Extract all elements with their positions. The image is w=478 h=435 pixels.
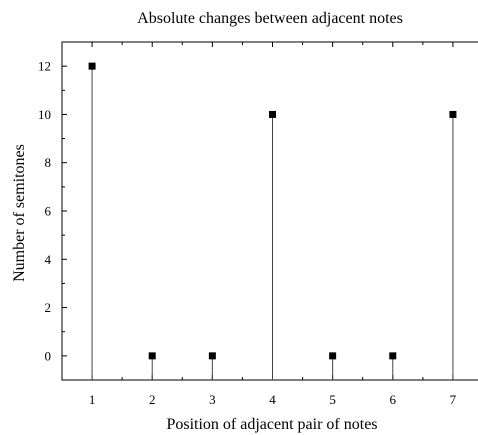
- x-tick-label: 1: [89, 392, 96, 407]
- data-point: [269, 110, 276, 118]
- data-points: [88, 62, 457, 360]
- y-axis-label: Number of semitones: [11, 144, 28, 282]
- y-tick-label: 8: [45, 155, 52, 170]
- data-point: [329, 352, 337, 360]
- y-tick-label: 4: [45, 252, 52, 267]
- y-tick-label: 6: [45, 204, 52, 219]
- plot-frame: [61, 41, 478, 381]
- chart-title: Absolute changes between adjacent notes: [137, 10, 403, 27]
- x-tick-label: 6: [390, 392, 397, 407]
- x-axis-label: Position of adjacent pair of notes: [166, 416, 377, 433]
- data-point: [449, 110, 457, 118]
- data-point: [208, 352, 216, 360]
- x-tick-label: 5: [329, 392, 336, 407]
- x-tick-label: 3: [209, 392, 216, 407]
- y-tick-label: 12: [38, 59, 51, 74]
- data-point: [389, 352, 397, 360]
- data-point: [88, 62, 96, 70]
- x-tick-label: 2: [149, 392, 156, 407]
- drop-lines: [91, 66, 454, 380]
- y-tick-label: 10: [38, 107, 51, 122]
- x-tick-label: 7: [450, 392, 457, 407]
- data-point: [148, 352, 156, 360]
- y-tick-label: 0: [45, 348, 52, 363]
- x-tick-label: 4: [269, 392, 276, 407]
- y-tick-label: 2: [45, 300, 52, 315]
